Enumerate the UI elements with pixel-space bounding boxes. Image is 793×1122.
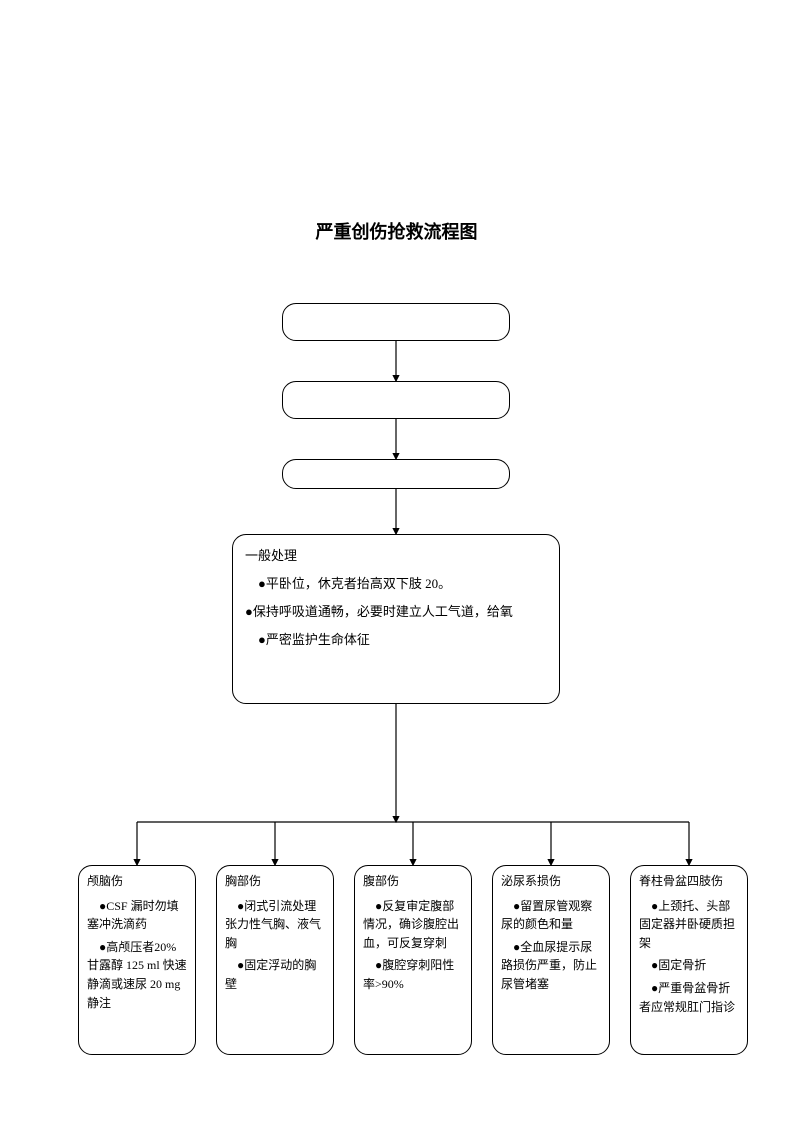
branch-item: ●严重骨盆骨折者应常规肛门指诊: [639, 979, 739, 1016]
flow-node-general: 一般处理 ●平卧位，休克者抬高双下肢 20。 ●保持呼吸道通畅，必要时建立人工气…: [232, 534, 560, 704]
branch-title: 颅脑伤: [87, 872, 187, 891]
branch-item: ●上颈托、头部固定器并卧硬质担架: [639, 897, 739, 953]
branch-item: ●CSF 漏时勿填塞冲洗滴药: [87, 897, 187, 934]
branch-item: ●固定浮动的胸壁: [225, 956, 325, 993]
branch-title: 胸部伤: [225, 872, 325, 891]
flow-node-1: [282, 303, 510, 341]
branch-item: ●全血尿提示尿路损伤严重，防止尿管堵塞: [501, 938, 601, 994]
page-title: 严重创伤抢救流程图: [0, 218, 793, 244]
branch-node-urinary: 泌尿系损伤 ●留置尿管观察尿的颜色和量 ●全血尿提示尿路损伤严重，防止尿管堵塞: [492, 865, 610, 1055]
branch-node-cranial: 颅脑伤 ●CSF 漏时勿填塞冲洗滴药 ●高颅压者20%甘露醇 125 ml 快速…: [78, 865, 196, 1055]
branch-node-spine: 脊柱骨盆四肢伤 ●上颈托、头部固定器并卧硬质担架 ●固定骨折 ●严重骨盆骨折者应…: [630, 865, 748, 1055]
branch-node-abdomen: 腹部伤 ●反复审定腹部情况，确诊腹腔出血，可反复穿刺 ●腹腔穿刺阳性率>90%: [354, 865, 472, 1055]
flow-node-3: [282, 459, 510, 489]
branch-item: ●闭式引流处理张力性气胸、液气胸: [225, 897, 325, 953]
branch-item: ●留置尿管观察尿的颜色和量: [501, 897, 601, 934]
general-item: ●保持呼吸道通畅，必要时建立人工气道，给氧: [245, 601, 547, 623]
general-item: ●平卧位，休克者抬高双下肢 20。: [245, 573, 547, 595]
branch-title: 脊柱骨盆四肢伤: [639, 872, 739, 891]
page: 严重创伤抢救流程图 一般处理 ●平卧位，休克者抬高双下肢 20。 ●保持呼吸道通…: [0, 0, 793, 1122]
branch-title: 腹部伤: [363, 872, 463, 891]
general-item: ●严密监护生命体征: [245, 629, 547, 651]
branch-item: ●固定骨折: [639, 956, 739, 975]
branch-item: ●高颅压者20%甘露醇 125 ml 快速静滴或速尿 20 mg 静注: [87, 938, 187, 1012]
branch-node-chest: 胸部伤 ●闭式引流处理张力性气胸、液气胸 ●固定浮动的胸壁: [216, 865, 334, 1055]
branch-item: ●腹腔穿刺阳性率>90%: [363, 956, 463, 993]
branch-item: ●反复审定腹部情况，确诊腹腔出血，可反复穿刺: [363, 897, 463, 953]
branch-title: 泌尿系损伤: [501, 872, 601, 891]
general-header: 一般处理: [245, 545, 547, 567]
flow-node-2: [282, 381, 510, 419]
